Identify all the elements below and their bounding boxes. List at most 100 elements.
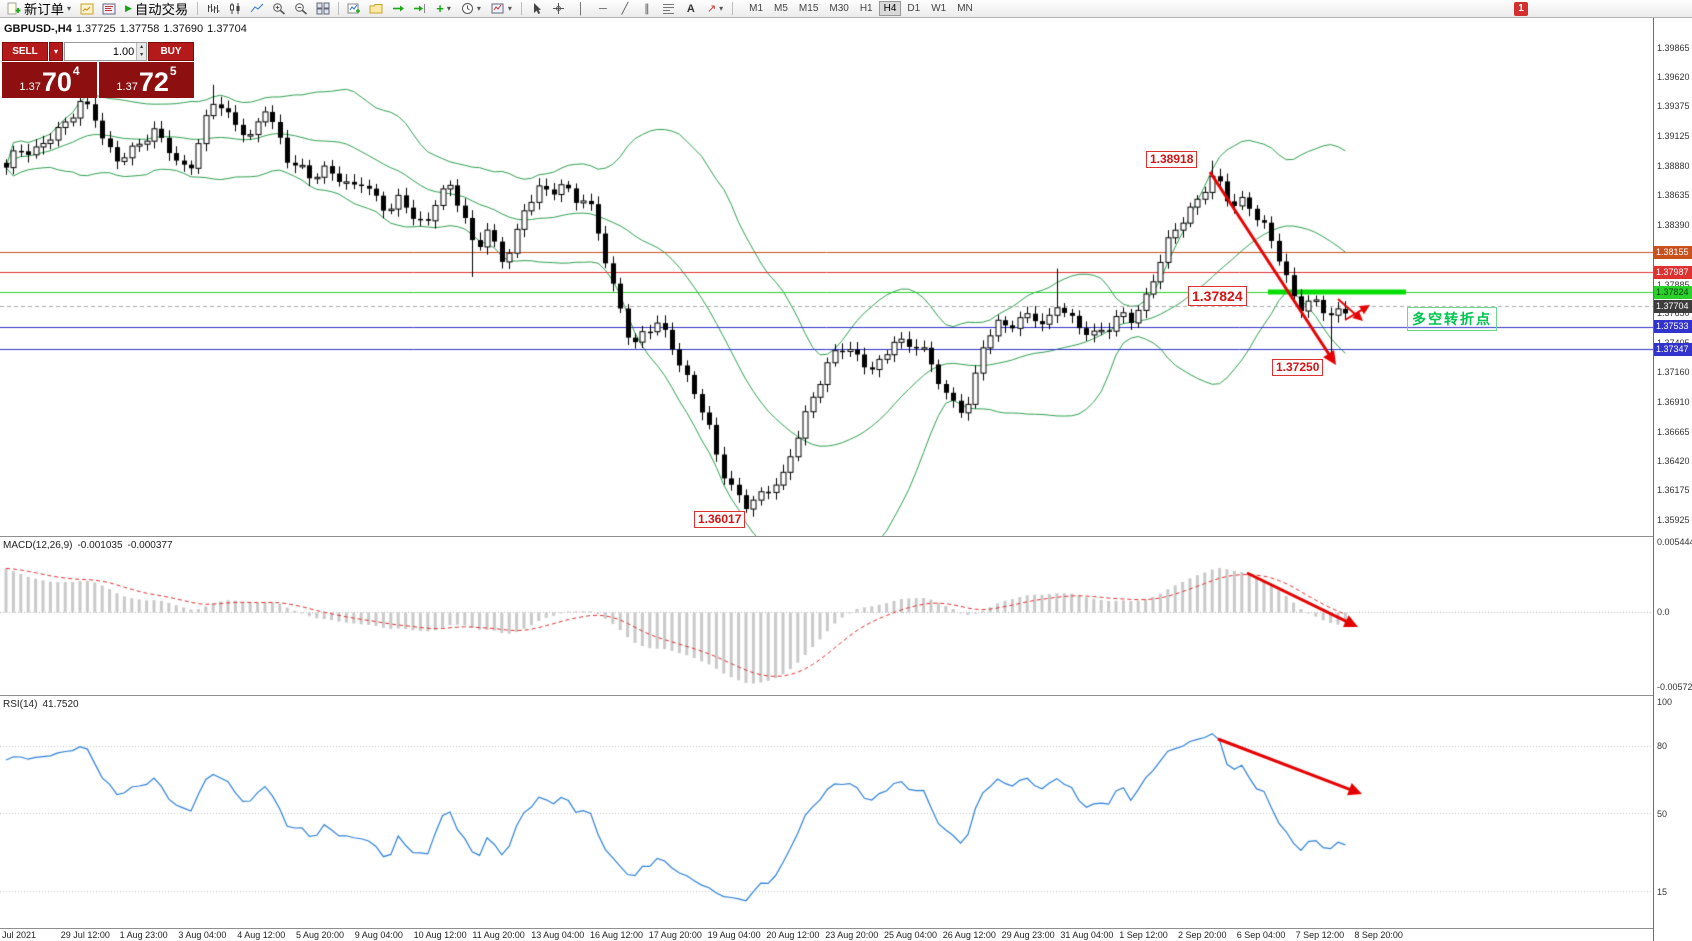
volume-up-icon[interactable]: ▴ [140,44,144,50]
timeframe-m1-button[interactable]: M1 [744,1,768,16]
price-badge: 1.38155 [1654,245,1692,259]
time-axis-label: 8 Sep 20:00 [1354,930,1403,940]
rsi-name: RSI(14) [3,699,38,710]
open-value: 1.37725 [75,23,116,35]
macd-axis-label: 0.005444 [1657,536,1692,547]
timeframe-d1-button[interactable]: D1 [902,1,925,16]
price-tick-label: 1.39375 [1657,101,1690,112]
panel-divider[interactable] [0,536,1692,537]
price-chart[interactable]: GBPUSD-,H4 1.37725 1.37758 1.37690 1.37704 S… [0,18,1653,537]
price-badge: 1.37987 [1654,265,1692,279]
turning-point-note[interactable]: 多空转折点 [1407,307,1497,331]
timeframe-m15-button[interactable]: M15 [794,1,823,16]
macd-signal-value: -0.000377 [127,540,173,551]
text-tool-button[interactable]: A [681,1,701,17]
buy-button[interactable]: BUY [148,42,194,61]
timeframe-w1-button[interactable]: W1 [926,1,951,16]
time-axis-label: 31 Aug 04:00 [1060,930,1114,940]
volume-input[interactable] [65,43,137,60]
price-badge: 1.37347 [1654,342,1692,356]
main-chart-canvas[interactable] [0,18,1653,537]
trendline-icon: ╱ [621,2,629,15]
auto-trading-button[interactable]: ▶ 自动交易 [121,1,192,17]
candle-chart-button[interactable] [225,1,245,17]
price-tick-label: 1.38390 [1657,219,1690,230]
timeframe-group: M1 M5 M15 M30 H1 H4 D1 W1 MN [744,1,978,16]
toolbar: 新订单 ▾ ▶ 自动交易 + ▾ [0,0,1692,18]
new-order-button[interactable]: 新订单 ▾ [3,1,75,17]
time-axis-label: 9 Aug 04:00 [354,930,403,940]
timeframe-h4-button[interactable]: H4 [878,1,902,16]
price-tick-label: 1.37160 [1657,367,1690,378]
zoom-out-icon [295,3,308,15]
notification-badge[interactable]: 1 [1514,2,1528,16]
zoom-out-button[interactable] [291,1,311,17]
price-tick-label: 1.39620 [1657,71,1690,82]
fibonacci-tool-button[interactable] [659,1,679,17]
chart-shift-button[interactable] [410,1,430,17]
swing-low-label[interactable]: 1.37250 [1272,359,1324,376]
arrows-tool-button[interactable]: ↗ ▾ [703,1,727,17]
buy-price-pip: 5 [169,64,177,78]
cursor-tool-button[interactable] [527,1,547,17]
auto-scroll-button[interactable] [388,1,408,17]
new-order-icon [7,2,21,15]
timeframe-m5-button[interactable]: M5 [769,1,793,16]
price-tick-label: 1.36420 [1657,456,1690,467]
rsi-panel-canvas[interactable] [0,696,1653,928]
horizontal-line-tool-button[interactable]: ─ [593,1,613,17]
symbol-period-label: GBPUSD-,H4 [4,23,72,35]
major-low-label[interactable]: 1.36017 [694,511,746,528]
candle-chart-icon [230,3,240,14]
time-axis-label: 2 Sep 20:00 [1178,930,1227,940]
rsi-axis-label: 50 [1657,808,1668,819]
price-tick-label: 1.38635 [1657,190,1690,201]
new-chart-button[interactable] [344,1,364,17]
time-axis-label: 19 Aug 04:00 [707,930,761,940]
profiles-button[interactable] [366,1,386,17]
zoom-in-button[interactable] [269,1,289,17]
navigator-button[interactable] [99,1,119,17]
bar-chart-button[interactable] [203,1,223,17]
timeframe-mn-button[interactable]: MN [952,1,978,16]
buy-price-display[interactable]: 1.37 72 5 [99,62,194,98]
volume-down-icon[interactable]: ▾ [140,52,144,58]
pivot-price-label[interactable]: 1.37824 [1188,286,1247,306]
price-tick-label: 1.38880 [1657,160,1690,171]
order-type-dropdown[interactable]: ▾ [49,42,63,61]
indicators-plus-icon: + [436,0,444,16]
time-axis-label: 7 Sep 12:00 [1295,930,1345,940]
panel-divider[interactable] [0,695,1692,696]
trendline-tool-button[interactable]: ╱ [615,1,635,17]
macd-panel-canvas[interactable] [0,537,1653,696]
price-scale[interactable]: 1.39865 1.39620 1.39375 1.39125 1.38880 1.386… [1653,18,1692,941]
channel-icon: ∥ [644,2,650,15]
line-chart-button[interactable] [247,1,267,17]
sell-button[interactable]: SELL [2,42,48,61]
time-axis-label: 20 Aug 12:00 [766,930,820,940]
line-chart-icon [250,3,264,13]
periods-button[interactable]: ▾ [457,1,485,17]
time-axis[interactable]: Jul 2021 29 Jul 12:00 1 Aug 23:00 3 Aug 04:… [0,930,1653,941]
vertical-line-tool-button[interactable]: │ [571,1,591,17]
sell-price-display[interactable]: 1.37 70 4 [2,62,97,98]
indicators-button[interactable]: + ▾ [432,1,455,17]
tile-windows-button[interactable] [313,1,333,17]
timeframe-h1-button[interactable]: H1 [855,1,878,16]
market-watch-button[interactable] [77,1,97,17]
channel-tool-button[interactable]: ∥ [637,1,657,17]
timeframe-m30-button[interactable]: M30 [824,1,853,16]
axis-divider [0,928,1692,929]
play-icon: ▶ [125,3,132,13]
templates-button[interactable]: ▾ [487,1,516,17]
price-tick-label: 1.39125 [1657,131,1690,142]
swing-high-label[interactable]: 1.38918 [1146,151,1198,168]
rsi-axis-label: 15 [1657,886,1668,897]
toolbar-separator [520,2,522,15]
price-badge: 1.37533 [1654,320,1692,334]
sell-price-prefix: 1.37 [19,81,41,93]
arrow-object-icon: ↗ [706,2,717,15]
time-axis-label: 16 Aug 12:00 [590,930,644,940]
crosshair-tool-button[interactable] [549,1,569,17]
